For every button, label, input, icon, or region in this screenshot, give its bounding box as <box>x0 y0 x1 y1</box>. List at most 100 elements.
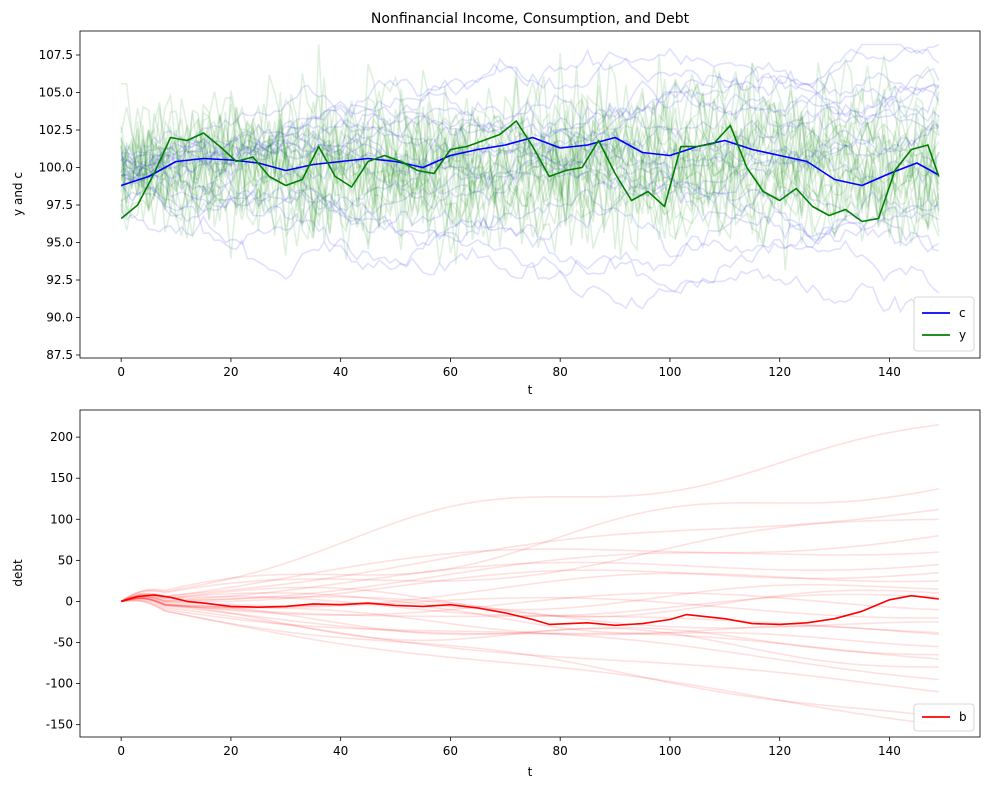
top-x-axis-label: t <box>528 383 533 397</box>
top-panel: Nonfinancial Income, Consumption, and De… <box>11 11 981 397</box>
background-path-y <box>120 114 940 244</box>
top-legend-box <box>913 296 975 352</box>
background-path-b <box>120 583 939 611</box>
background-path-b <box>120 561 939 603</box>
bottom-background-paths <box>120 424 939 726</box>
bottom-y-tick-label: 50 <box>58 553 73 567</box>
background-path-b <box>120 551 939 603</box>
background-path-b <box>120 508 939 603</box>
background-path-c <box>120 184 940 294</box>
top-x-tick-label: 20 <box>223 365 238 379</box>
background-path-y <box>120 103 940 270</box>
bottom-x-tick-label: 100 <box>658 744 681 758</box>
background-path-b <box>121 599 939 681</box>
background-path-c <box>120 149 940 227</box>
background-path-b <box>120 424 939 603</box>
bottom-x-tick-label: 120 <box>768 744 791 758</box>
bottom-y-axis-label: debt <box>11 559 25 587</box>
background-path-b <box>120 569 939 603</box>
background-path-b <box>120 593 939 617</box>
background-path-c <box>121 46 940 188</box>
background-path-b <box>120 518 939 603</box>
bottom-y-tick-label: 150 <box>50 471 73 485</box>
background-path-y <box>120 98 940 237</box>
background-path-y <box>120 62 940 195</box>
background-path-c <box>120 47 940 188</box>
background-path-y <box>120 135 940 264</box>
top-y-axis-label: y and c <box>11 172 25 216</box>
top-y-tick-label: 105.0 <box>39 86 73 100</box>
background-path-b <box>120 488 939 603</box>
bottom-panel: 0 20 40 60 80 100 120 140 -150 -100 -50 0 50 100 150 2… <box>11 409 981 779</box>
background-path-y <box>120 87 940 250</box>
bottom-x-axis-label: t <box>528 765 533 779</box>
top-legend: c y <box>913 296 975 352</box>
background-path-c <box>120 82 939 199</box>
background-path-y <box>120 54 940 225</box>
top-background-paths <box>120 43 940 316</box>
background-path-b <box>120 586 939 618</box>
top-x-tick-label: 140 <box>878 365 901 379</box>
background-path-b <box>120 595 939 629</box>
series-line-y <box>120 120 940 223</box>
bottom-x-tick-label: 80 <box>553 744 568 758</box>
background-path-c <box>120 83 940 191</box>
bottom-y-tick-label: 200 <box>50 430 73 444</box>
bottom-x-ticks: 0 20 40 60 80 100 120 140 <box>117 737 901 758</box>
top-y-tick-label: 107.5 <box>39 48 73 62</box>
bottom-plot-frame <box>79 409 981 738</box>
top-y-tick-label: 97.5 <box>46 198 73 212</box>
top-x-tick-label: 80 <box>553 365 568 379</box>
top-series-lines <box>120 120 940 223</box>
background-path-b <box>120 597 939 668</box>
background-path-b <box>120 592 939 616</box>
bottom-y-tick-label: -150 <box>46 718 73 732</box>
background-path-c <box>120 93 940 198</box>
top-y-tick-label: 102.5 <box>39 123 73 137</box>
background-path-c <box>120 84 940 181</box>
top-x-tick-label: 120 <box>768 365 791 379</box>
bottom-legend: b <box>913 703 975 732</box>
legend-y-label: y <box>959 328 966 342</box>
series-line-b <box>120 594 939 627</box>
background-path-y <box>120 96 940 229</box>
top-y-tick-label: 87.5 <box>46 348 73 362</box>
background-path-c <box>120 133 940 246</box>
background-path-y <box>120 77 940 224</box>
bottom-x-tick-label: 60 <box>443 744 458 758</box>
background-path-c <box>121 174 940 258</box>
background-path-c <box>120 105 940 174</box>
bottom-x-tick-label: 20 <box>223 744 238 758</box>
top-x-tick-label: 40 <box>333 365 348 379</box>
top-y-tick-label: 95.0 <box>46 236 73 250</box>
bottom-series-lines <box>120 594 939 627</box>
bottom-y-tick-label: 0 <box>65 594 73 608</box>
background-path-c <box>120 208 940 316</box>
background-path-c <box>120 119 939 197</box>
top-y-ticks: 87.5 90.0 92.5 95.0 97.5 100.0 102.5 105.0 107.5 <box>39 48 80 362</box>
top-x-tick-label: 0 <box>117 365 125 379</box>
top-x-ticks: 0 20 40 60 80 100 120 140 <box>117 358 901 379</box>
background-path-y <box>120 137 940 254</box>
background-path-y <box>120 44 940 220</box>
bottom-y-tick-label: -100 <box>46 677 73 691</box>
background-path-y <box>120 115 940 260</box>
background-path-c <box>120 43 940 193</box>
top-plot-frame <box>79 30 981 359</box>
bottom-y-tick-label: 100 <box>50 512 73 526</box>
background-path-b <box>120 572 939 607</box>
background-path-b <box>120 597 939 634</box>
background-path-b <box>121 597 939 660</box>
background-path-c <box>121 142 939 252</box>
background-path-y <box>120 94 940 234</box>
background-path-b <box>120 596 939 656</box>
background-path-b <box>120 534 939 603</box>
background-path-y <box>120 108 940 239</box>
background-path-c <box>121 51 940 166</box>
bottom-x-tick-label: 40 <box>333 744 348 758</box>
top-y-tick-label: 92.5 <box>46 273 73 287</box>
bottom-x-tick-label: 140 <box>878 744 901 758</box>
bottom-x-tick-label: 0 <box>117 744 125 758</box>
background-path-b <box>121 599 939 726</box>
